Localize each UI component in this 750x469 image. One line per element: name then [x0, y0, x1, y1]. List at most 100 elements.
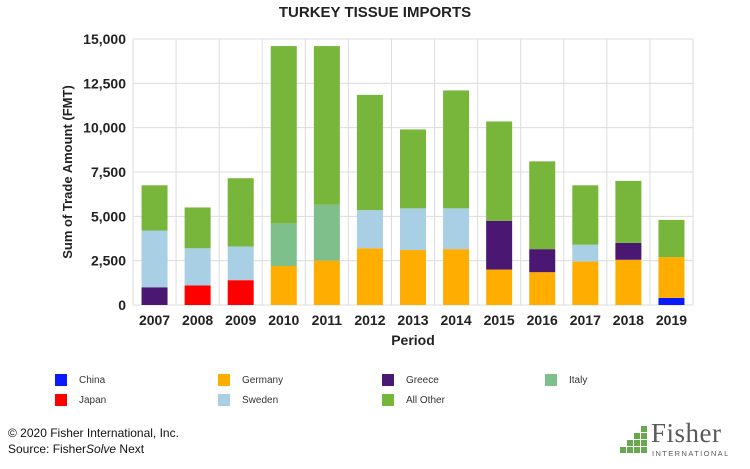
- fisher-logo-mark-icon: [620, 426, 647, 453]
- y-tick-label: 15,000: [83, 31, 126, 47]
- y-tick-label: 0: [118, 297, 126, 313]
- footer: © 2020 Fisher International, Inc. Source…: [8, 425, 179, 457]
- x-tick-label: 2017: [570, 312, 601, 328]
- bar-segment-germany: [529, 272, 556, 305]
- legend-label: Sweden: [242, 394, 279, 406]
- source-suffix: Next: [116, 442, 145, 456]
- x-tick-label: 2012: [354, 312, 385, 328]
- source-italic: Solve: [86, 442, 117, 456]
- bar-segment-greece: [529, 249, 556, 273]
- y-tick-label: 2,500: [91, 253, 126, 269]
- x-tick-label: 2011: [312, 312, 343, 328]
- source-text: Source: FisherSolve Next: [8, 441, 179, 457]
- bar-segment-germany: [270, 265, 297, 305]
- logo-square: [627, 447, 633, 453]
- x-tick-label: 2019: [656, 312, 687, 328]
- bar-segment-germany: [356, 248, 383, 305]
- x-tick-label: 2013: [397, 312, 428, 328]
- legend-label: China: [79, 374, 106, 386]
- fisher-logo: Fisher INTERNATIONAL: [618, 418, 738, 460]
- bar-segment-all-other: [313, 46, 340, 205]
- x-tick-label: 2016: [527, 312, 558, 328]
- legend-label: Germany: [242, 374, 284, 386]
- logo-subtitle: INTERNATIONAL: [652, 449, 730, 458]
- bar-segment-all-other: [141, 185, 168, 231]
- bar-segment-all-other: [356, 94, 383, 211]
- bar-segment-sweden: [572, 244, 599, 262]
- logo-square: [627, 440, 633, 446]
- bar-segment-italy: [270, 223, 297, 266]
- legend-item-italy: Italy: [545, 374, 587, 386]
- bar-segment-sweden: [141, 230, 168, 288]
- legend-swatch: [382, 394, 394, 406]
- x-axis-title: Period: [391, 332, 435, 348]
- bar-segment-china: [658, 297, 685, 305]
- bar-segment-germany: [572, 261, 599, 305]
- x-tick-label: 2015: [484, 312, 515, 328]
- logo-square: [641, 426, 647, 432]
- x-tick-label: 2010: [268, 312, 299, 328]
- bar-segment-sweden: [227, 246, 254, 281]
- legend-label: Italy: [569, 374, 588, 386]
- legend-swatch: [218, 394, 230, 406]
- bar-segment-sweden: [400, 208, 426, 251]
- bar-segment-all-other: [658, 219, 685, 258]
- legend-label: Greece: [406, 374, 439, 386]
- x-tick-label: 2008: [182, 312, 213, 328]
- chart-title: TURKEY TISSUE IMPORTS: [279, 4, 471, 21]
- bar-segment-sweden: [443, 208, 470, 250]
- bar-segment-germany: [615, 259, 642, 305]
- y-tick-label: 7,500: [91, 164, 126, 180]
- bar-segment-italy: [313, 204, 340, 261]
- logo-square: [634, 440, 640, 446]
- bar-segment-sweden: [356, 210, 383, 249]
- bar-segment-all-other: [572, 185, 599, 245]
- source-prefix: Source: Fisher: [8, 442, 87, 456]
- bar-segment-all-other: [529, 161, 556, 250]
- legend-swatch: [55, 374, 67, 386]
- logo-wordmark: Fisher: [651, 418, 722, 448]
- bar-segment-all-other: [184, 207, 211, 249]
- logo-square: [634, 447, 640, 453]
- legend-label: All Other: [406, 394, 445, 406]
- x-tick-label: 2009: [225, 312, 256, 328]
- bar-segment-germany: [443, 249, 470, 305]
- stacked-bar-chart: TURKEY TISSUE IMPORTS 0 2,500 5,000 7,500 10,…: [60, 4, 694, 348]
- bar-segment-all-other: [443, 90, 470, 209]
- copyright-text: © 2020 Fisher International, Inc.: [8, 426, 179, 440]
- bar-segment-all-other: [400, 129, 426, 209]
- logo-square: [634, 433, 640, 439]
- y-tick-label: 5,000: [91, 208, 126, 224]
- x-tick-label: 2018: [613, 312, 644, 328]
- legend-item-germany: Germany: [218, 374, 283, 386]
- legend-item-all-other: All Other: [382, 394, 445, 406]
- bar-segment-japan: [227, 280, 254, 305]
- x-tick-label: 2014: [440, 312, 471, 328]
- bar-segment-greece: [615, 242, 642, 260]
- bar-segment-germany: [313, 260, 340, 305]
- logo-square: [641, 433, 647, 439]
- bar-segment-germany: [486, 269, 513, 305]
- legend-swatch: [382, 374, 394, 386]
- legend-swatch: [218, 374, 230, 386]
- legend-item-sweden: Sweden: [218, 394, 278, 406]
- bar-segment-all-other: [615, 180, 642, 243]
- bar-segment-all-other: [227, 178, 254, 247]
- logo-square: [641, 440, 647, 446]
- bar-segment-all-other: [270, 46, 297, 224]
- logo-square: [641, 447, 647, 453]
- bar-segment-japan: [184, 285, 211, 305]
- bar-segment-all-other: [486, 121, 513, 221]
- bar-segment-germany: [658, 257, 685, 298]
- y-axis-title: Sum of Trade Amount (FMT): [60, 85, 75, 259]
- y-tick-label: 12,500: [83, 75, 126, 91]
- x-tick-label: 2007: [139, 312, 170, 328]
- legend-label: Japan: [79, 394, 107, 406]
- y-tick-label: 10,000: [83, 120, 126, 136]
- legend-item-japan: Japan: [55, 394, 106, 406]
- bar-segment-greece: [141, 287, 168, 305]
- legend-item-china: China: [55, 374, 105, 386]
- bar-segment-greece: [486, 220, 513, 270]
- legend-item-greece: Greece: [382, 374, 439, 386]
- legend-swatch: [55, 394, 67, 406]
